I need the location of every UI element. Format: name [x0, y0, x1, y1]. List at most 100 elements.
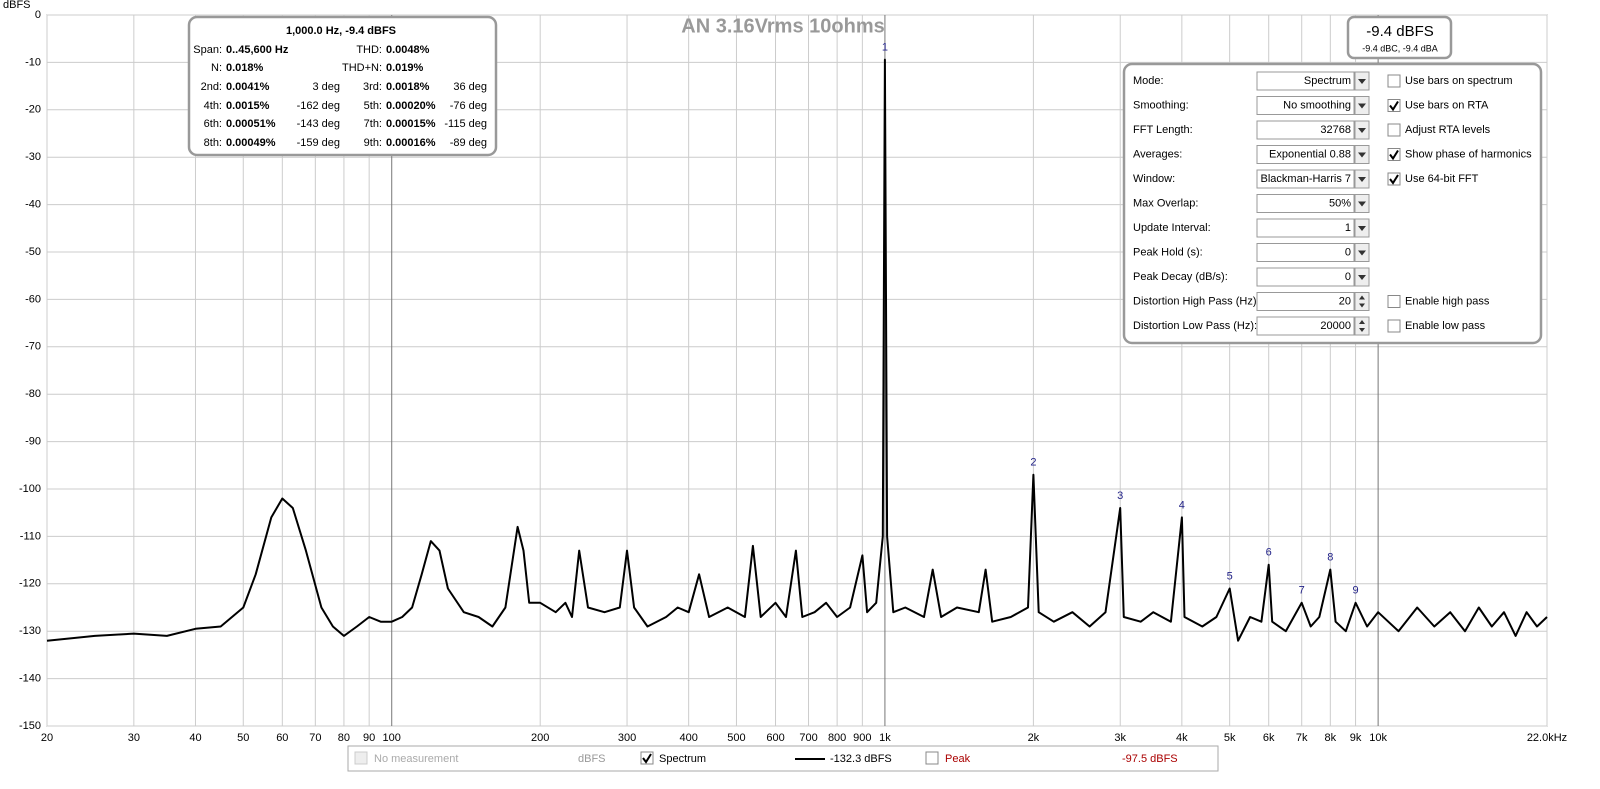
- harmonic-label: 5: [1227, 570, 1233, 582]
- setting-field[interactable]: [1256, 316, 1355, 336]
- dropdown-arrow: [1358, 79, 1366, 84]
- setting-option: Use bars on spectrum: [1405, 75, 1513, 87]
- setting-field[interactable]: [1256, 243, 1355, 262]
- info-cell: THD:: [356, 44, 382, 56]
- x-tick-label: 80: [338, 732, 350, 744]
- y-tick-label: -100: [19, 483, 41, 495]
- x-tick-label: 1k: [879, 732, 891, 744]
- checkmark: [1389, 100, 1399, 112]
- setting-field[interactable]: [1256, 194, 1355, 213]
- checkmark: [1389, 149, 1399, 161]
- info-box: 1,000.0 Hz, -9.4 dBFS Span: 0..45,600 Hz T…: [187, 15, 498, 157]
- harmonic-label: 2: [1030, 457, 1036, 469]
- setting-value: 20000: [1320, 320, 1351, 332]
- setting-button[interactable]: [1354, 292, 1370, 311]
- x-tick-label: 10k: [1369, 732, 1387, 744]
- y-tick-label: -80: [25, 388, 41, 400]
- setting-option: Adjust RTA levels: [1405, 124, 1491, 136]
- harmonic-label: 8: [1327, 551, 1333, 563]
- y-tick-label: -110: [20, 530, 41, 542]
- info-cell: -162 deg: [297, 100, 340, 112]
- dropdown-arrow: [1358, 226, 1366, 231]
- setting-label: Averages:: [1133, 148, 1182, 160]
- y-tick-label: -10: [25, 56, 41, 68]
- setting-button[interactable]: [1354, 316, 1370, 336]
- setting-option: Enable low pass: [1405, 320, 1486, 332]
- x-tick-label: 9k: [1350, 732, 1362, 744]
- setting-value: Blackman-Harris 7: [1261, 173, 1351, 185]
- x-tick-label: 7k: [1296, 732, 1308, 744]
- checkbox[interactable]: [1387, 319, 1401, 333]
- legend-spectrum-readout: -132.3 dBFS: [830, 753, 892, 765]
- info-cell: 0..45,600 Hz: [226, 44, 289, 56]
- x-tick-label: 40: [189, 732, 201, 744]
- setting-label: Update Interval:: [1133, 222, 1211, 234]
- info-cell: THD+N:: [342, 62, 382, 74]
- info-cell: -143 deg: [297, 118, 340, 130]
- checkmark: [1389, 174, 1399, 185]
- x-tick-label: 900: [853, 732, 871, 744]
- setting-value: 0: [1345, 271, 1351, 283]
- x-tick-label: 500: [727, 732, 745, 744]
- info-cell: 0.018%: [226, 62, 264, 74]
- harmonic-label: 9: [1352, 585, 1358, 597]
- setting-field[interactable]: [1256, 267, 1355, 287]
- x-tick-label: 6k: [1263, 732, 1275, 744]
- setting-label: FFT Length:: [1133, 124, 1193, 136]
- setting-field[interactable]: [1256, 145, 1355, 164]
- checkbox[interactable]: [1387, 74, 1401, 88]
- setting-field[interactable]: [1256, 71, 1355, 91]
- setting-option: Use bars on RTA: [1405, 99, 1489, 111]
- setting-option: Use 64-bit FFT: [1405, 173, 1479, 185]
- info-cell: 0.019%: [386, 62, 424, 74]
- y-tick-label: -30: [25, 151, 41, 163]
- dropdown-arrow: [1358, 177, 1366, 182]
- x-tick-label: 30: [128, 732, 140, 744]
- dropdown-arrow: [1358, 152, 1366, 158]
- info-cell: 3 deg: [312, 81, 340, 93]
- y-tick-label: -40: [25, 199, 41, 211]
- level-main: -9.4 dBFS: [1366, 23, 1434, 40]
- info-cell: 0.0041%: [226, 81, 270, 93]
- setting-field[interactable]: [1256, 169, 1355, 189]
- info-cell: N:: [211, 62, 222, 74]
- dropdown-arrow: [1358, 201, 1366, 207]
- info-cell: 36 deg: [453, 81, 487, 93]
- x-tick-label: 90: [363, 732, 375, 744]
- y-tick-label: -150: [19, 720, 41, 732]
- dropdown-arrow: [1358, 250, 1366, 256]
- setting-field[interactable]: [1256, 292, 1355, 311]
- x-tick-label: 8k: [1325, 732, 1337, 744]
- level-box: -9.4 dBFS -9.4 dBC, -9.4 dBA: [1346, 15, 1453, 60]
- setting-field[interactable]: [1256, 218, 1355, 238]
- info-cell: -159 deg: [297, 137, 340, 149]
- legend-bar: No measurement dBFS Spectrum -132.3 dBFS…: [347, 745, 1219, 772]
- x-tick-label: 600: [766, 732, 784, 744]
- dropdown-arrow: [1358, 103, 1366, 109]
- info-cell: 2nd:: [201, 81, 222, 93]
- info-cell: -76 deg: [450, 100, 487, 112]
- info-cell: 0.00016%: [386, 137, 436, 149]
- info-cell: 0.00051%: [226, 118, 276, 130]
- info-cell: 6th:: [204, 118, 222, 130]
- info-cell: 8th:: [204, 137, 222, 149]
- settings-panel: Mode: Spectrum Use bars on spectrum Smoothi…: [1122, 62, 1543, 345]
- setting-value: 50%: [1329, 197, 1351, 209]
- x-tick-label: 60: [276, 732, 288, 744]
- info-frame: [187, 15, 498, 157]
- setting-option: Show phase of harmonics: [1405, 148, 1532, 160]
- y-tick-label: -50: [25, 246, 41, 258]
- checkbox[interactable]: [1387, 295, 1401, 308]
- setting-field[interactable]: [1256, 120, 1355, 140]
- info-cell: 9th:: [364, 137, 382, 149]
- checkmark: [642, 753, 652, 764]
- legend-no-measurement: No measurement: [374, 753, 458, 765]
- setting-label: Window:: [1133, 173, 1175, 185]
- checkbox[interactable]: [925, 751, 939, 765]
- checkbox[interactable]: [1387, 123, 1401, 137]
- setting-field[interactable]: [1256, 96, 1355, 115]
- setting-label: Peak Decay (dB/s):: [1133, 271, 1228, 283]
- setting-value: Exponential 0.88: [1269, 148, 1351, 160]
- setting-value: 32768: [1320, 124, 1351, 136]
